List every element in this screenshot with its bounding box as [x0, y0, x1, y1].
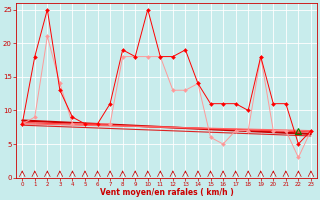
X-axis label: Vent moyen/en rafales ( km/h ): Vent moyen/en rafales ( km/h ): [100, 188, 234, 197]
